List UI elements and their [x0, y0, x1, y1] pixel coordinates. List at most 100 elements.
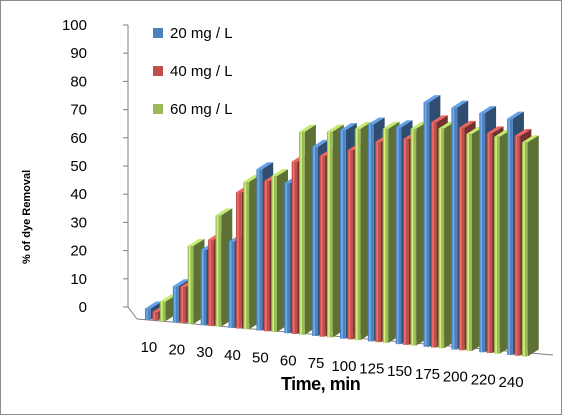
bar-top [215, 208, 233, 216]
x-tick-label: 50 [252, 350, 269, 367]
bar-front [284, 183, 291, 334]
bar-highlight [369, 124, 371, 342]
bar-front [430, 122, 437, 348]
bar-highlight [229, 241, 232, 328]
bar-highlight [300, 131, 302, 335]
y-tick-label: 80 [70, 73, 87, 90]
bar-top [159, 294, 177, 302]
y-tick-labels: 0 10 20 30 40 50 60 70 80 90 100 [62, 17, 87, 316]
bar-top [256, 162, 274, 170]
bar-front [395, 127, 402, 345]
bar-highlight [452, 107, 455, 350]
bar-top [438, 121, 456, 129]
bar-front [256, 169, 263, 331]
bar-highlight [188, 245, 191, 324]
bar-top [466, 127, 484, 135]
bar-highlight [376, 141, 379, 343]
bar-front [451, 107, 458, 350]
x-tick-label: 220 [471, 371, 496, 388]
y-tick-label: 40 [70, 186, 87, 203]
bar-highlight [439, 128, 442, 349]
bar-front [180, 286, 187, 324]
bar-highlight [174, 286, 176, 323]
legend-swatch [153, 104, 163, 114]
bar-top [172, 279, 190, 287]
bar-highlight [320, 155, 323, 337]
bar-highlight [411, 128, 414, 346]
bar-front [319, 155, 326, 337]
bar-highlight [424, 102, 427, 347]
bar-top [430, 115, 448, 123]
bar-highlight [237, 192, 239, 329]
x-tick-label: 10 [141, 339, 158, 356]
bar-front [340, 130, 346, 339]
bar-highlight [460, 127, 462, 351]
x-tick-label: 125 [359, 360, 384, 377]
bar-front [458, 127, 465, 351]
bar-front [215, 215, 222, 327]
bar-highlight [328, 131, 330, 338]
x-tick-label: 100 [331, 358, 356, 375]
bar-front [367, 124, 374, 342]
bar-highlight [508, 118, 510, 355]
legend-swatch [153, 28, 163, 38]
bar-front [187, 245, 194, 324]
bar-highlight [216, 215, 219, 327]
legend-label: 60 mg / L [170, 101, 233, 118]
bar-top [514, 129, 532, 137]
bar-top [423, 95, 441, 103]
bar-top [382, 121, 400, 129]
bar-front [271, 176, 278, 332]
bar-front [347, 150, 354, 340]
bar-highlight [265, 181, 267, 332]
bar-front [235, 192, 242, 329]
bar-front [521, 142, 528, 357]
bar-top [494, 129, 511, 137]
bar-front [263, 181, 270, 332]
legend-item: 20 mg / L [153, 25, 233, 42]
x-tick-label: 40 [224, 347, 241, 364]
y-tick-label: 60 [70, 130, 87, 147]
bar-top [271, 169, 289, 177]
bar-front [354, 128, 361, 341]
bar-front [159, 301, 166, 322]
y-tick-label: 50 [70, 158, 87, 175]
x-tick-label: 150 [387, 363, 412, 380]
bar-front [403, 139, 409, 345]
bar-highlight [495, 136, 497, 354]
legend-swatch [153, 66, 163, 76]
bar-top [367, 117, 385, 125]
bar-front [466, 134, 473, 351]
bar-highlight [523, 142, 525, 357]
bar-top [299, 124, 316, 132]
bar-top [312, 139, 329, 147]
bar-highlight [285, 183, 288, 334]
x-tick-labels: 10 20 30 40 50 60 75 100 125 150 175 200 220 240 [141, 339, 524, 391]
bar-front [375, 141, 382, 343]
bar-front [326, 131, 333, 338]
y-tick-label: 20 [70, 243, 87, 260]
depth-axis-line [127, 306, 138, 320]
y-axis-title: % of dye Removal [21, 170, 33, 264]
bar-front [243, 181, 250, 330]
bar-highlight [161, 301, 163, 322]
bar-highlight [356, 128, 358, 341]
bar-highlight [272, 176, 275, 332]
bar-front [479, 113, 486, 353]
bar-front [507, 118, 513, 355]
bar-front [494, 136, 500, 354]
bar-top [458, 120, 476, 128]
bar-highlight [257, 169, 260, 331]
bar-top [145, 301, 162, 309]
bar-top [326, 124, 344, 132]
bar-front [299, 131, 305, 335]
bar-front [438, 128, 445, 349]
x-tick-label: 60 [280, 352, 297, 369]
bar-highlight [396, 127, 399, 345]
x-tick-label: 175 [415, 366, 440, 383]
bar-highlight [467, 134, 470, 351]
bar-front [382, 128, 389, 343]
x-tick-label: 75 [308, 355, 325, 372]
